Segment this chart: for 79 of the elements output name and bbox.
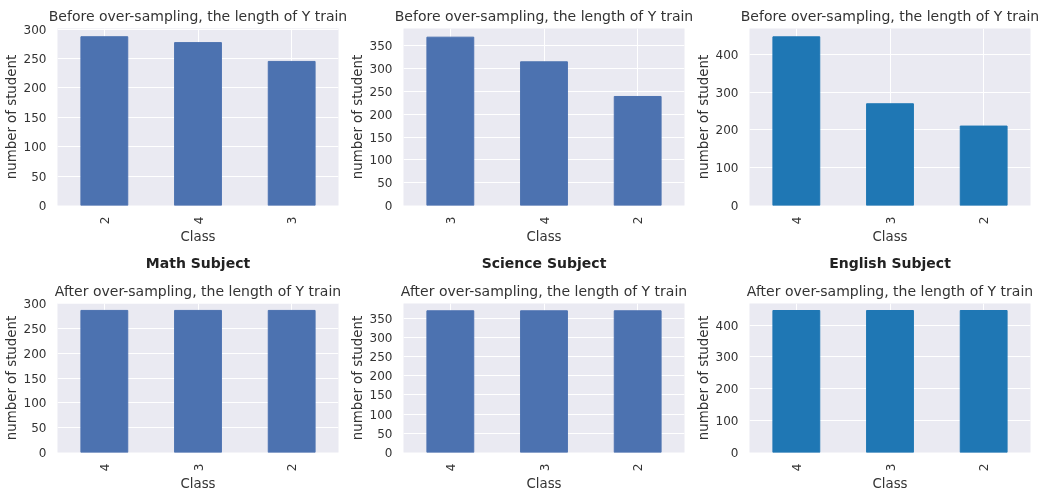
- chart-title: Science Subject: [481, 254, 607, 271]
- y-axis-title: number of student: [695, 54, 711, 180]
- chart-title: Before over-sampling, the length of Y train: [48, 7, 348, 24]
- y-tick-label: 250: [369, 349, 393, 364]
- chart-subtitle: After over-sampling, the length of Y train: [746, 282, 1034, 299]
- x-tick-label: 2: [285, 463, 300, 472]
- x-tick-label: 3: [883, 463, 898, 472]
- y-tick-label: 0: [730, 199, 739, 213]
- y-tick-label: 200: [23, 81, 47, 96]
- y-tick-label: 0: [38, 446, 47, 460]
- y-tick-label: 250: [23, 322, 47, 337]
- chart-subtitle: After over-sampling, the length of Y train: [400, 282, 688, 299]
- y-tick-label: 250: [23, 51, 47, 66]
- y-tick-label: 350: [369, 39, 393, 54]
- x-axis-title: Class: [526, 476, 562, 492]
- x-tick-label: 4: [191, 216, 206, 225]
- y-tick-label: 150: [369, 130, 393, 145]
- x-tick-label: 2: [631, 216, 646, 225]
- x-tick-label: 4: [789, 463, 804, 472]
- x-tick-label: 2: [631, 463, 646, 472]
- y-axis-title: number of student: [695, 315, 711, 441]
- y-tick-label: 400: [715, 318, 739, 333]
- x-tick-label: 2: [977, 216, 992, 225]
- y-tick-label: 50: [31, 421, 47, 436]
- y-tick-label: 200: [715, 382, 739, 397]
- x-axis-title: Class: [180, 229, 216, 245]
- y-tick-label: 150: [23, 110, 47, 125]
- x-tick-label: 2: [977, 463, 992, 472]
- chart-title: Math Subject: [145, 254, 251, 271]
- x-tick-label: 3: [191, 463, 206, 472]
- y-tick-label: 150: [369, 388, 393, 403]
- y-tick-label: 100: [23, 140, 47, 155]
- y-tick-label: 400: [715, 47, 739, 62]
- x-tick-label: 3: [537, 463, 552, 472]
- y-tick-label: 100: [369, 407, 393, 422]
- y-tick-label: 100: [715, 414, 739, 429]
- y-tick-label: 50: [377, 176, 393, 191]
- x-axis-title: Class: [526, 229, 562, 245]
- y-tick-label: 0: [38, 199, 47, 213]
- y-tick-label: 300: [715, 85, 739, 100]
- y-tick-label: 300: [369, 330, 393, 345]
- y-tick-label: 0: [730, 446, 739, 460]
- x-tick-label: 4: [789, 216, 804, 225]
- y-tick-label: 50: [31, 169, 47, 184]
- y-tick-label: 200: [23, 347, 47, 361]
- x-axis-title: Class: [872, 229, 908, 245]
- chart-title: Before over-sampling, the length of Y train: [740, 7, 1040, 24]
- y-tick-label: 100: [369, 153, 393, 168]
- y-tick-label: 0: [384, 199, 393, 213]
- y-tick-label: 250: [369, 84, 393, 99]
- y-tick-label: 100: [23, 396, 47, 411]
- x-tick-label: 2: [97, 216, 112, 225]
- y-tick-label: 350: [369, 311, 393, 326]
- y-tick-label: 200: [715, 123, 739, 138]
- x-tick-label: 3: [443, 216, 458, 225]
- y-axis-title: number of student: [349, 315, 365, 441]
- y-axis-title: number of student: [3, 315, 19, 441]
- y-tick-label: 100: [715, 161, 739, 176]
- y-tick-label: 50: [377, 426, 393, 441]
- y-tick-label: 300: [369, 62, 393, 77]
- x-tick-label: 4: [443, 463, 458, 472]
- y-tick-label: 200: [369, 369, 393, 384]
- chart-subtitle: After over-sampling, the length of Y train: [54, 282, 342, 299]
- y-axis-title: number of student: [349, 54, 365, 180]
- x-tick-label: 4: [97, 463, 112, 472]
- y-tick-label: 300: [23, 22, 47, 37]
- y-axis-title: number of student: [3, 54, 19, 180]
- chart-title: Before over-sampling, the length of Y train: [394, 7, 694, 24]
- y-tick-label: 300: [715, 350, 739, 365]
- x-axis-title: Class: [180, 476, 216, 492]
- y-tick-label: 200: [369, 107, 393, 122]
- x-tick-label: 3: [285, 216, 300, 225]
- x-axis-title: Class: [872, 476, 908, 492]
- x-tick-label: 3: [883, 216, 898, 225]
- y-tick-label: 150: [23, 371, 47, 386]
- y-tick-label: 300: [23, 297, 47, 312]
- y-tick-label: 0: [384, 446, 393, 460]
- chart-title: English Subject: [829, 254, 952, 271]
- x-tick-label: 4: [537, 216, 552, 225]
